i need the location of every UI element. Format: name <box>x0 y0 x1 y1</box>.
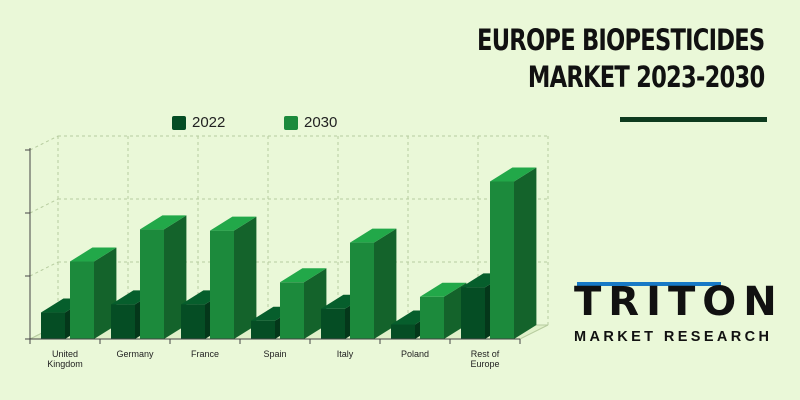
bar-side <box>234 216 257 339</box>
bar-2030 <box>420 296 444 339</box>
bar-top <box>490 167 537 182</box>
x-tick-label: Poland <box>401 349 429 359</box>
bar-top <box>210 216 257 231</box>
bar-side <box>164 215 187 339</box>
bar-2022 <box>41 312 65 339</box>
bar-top <box>140 215 187 230</box>
bar-side <box>304 268 327 339</box>
x-tick-label: Italy <box>337 349 354 359</box>
gridline-side <box>29 261 59 277</box>
x-tick-label: United Kingdom <box>47 349 83 369</box>
bar-2030 <box>140 229 164 339</box>
bar-top <box>70 247 117 262</box>
gridline-side <box>29 135 59 151</box>
triton-logo: TRITON MARKET RESEARCH <box>570 280 777 350</box>
bar-2022 <box>461 287 485 339</box>
bar-top <box>420 282 467 297</box>
bar-side <box>94 247 117 339</box>
legend-label-2022: 2022 <box>192 114 226 131</box>
logo-accent-bar <box>577 282 721 286</box>
bar-2030 <box>70 261 94 339</box>
legend-swatch-2030 <box>284 115 298 130</box>
logo-wordmark: TRITON <box>574 279 784 325</box>
x-tick-label: Rest of Europe <box>470 349 499 369</box>
gridline-side <box>29 198 59 214</box>
bar-2022 <box>321 308 345 339</box>
bar-top <box>280 268 327 283</box>
bar-2030 <box>280 282 304 339</box>
legend-item-2022: 2022 <box>172 114 225 131</box>
bar-2030 <box>210 230 234 339</box>
x-tick-label: Spain <box>263 349 286 359</box>
bar-2022 <box>391 324 415 339</box>
bar-top <box>350 228 397 243</box>
title-line-2: MARKET 2023-2030 <box>527 60 764 94</box>
bar-2022 <box>251 320 275 339</box>
title-underline <box>620 117 767 122</box>
bar-2022 <box>111 304 135 339</box>
x-tick-label: France <box>191 349 219 359</box>
bar-2022 <box>181 304 205 339</box>
legend-label-2030: 2030 <box>304 114 338 131</box>
bar-side <box>374 228 397 339</box>
title-line-1: EUROPE BIOPESTICIDES <box>476 23 765 57</box>
x-tick-label: Germany <box>116 349 154 359</box>
bar-2030 <box>490 181 514 339</box>
legend-swatch-2022 <box>172 115 186 130</box>
bar-2030 <box>350 242 374 339</box>
logo-tagline: MARKET RESEARCH <box>574 329 773 345</box>
legend-item-2030: 2030 <box>284 114 337 131</box>
bar-side <box>514 167 537 339</box>
bar-side <box>444 282 467 339</box>
chart-title: EUROPE BIOPESTICIDES MARKET 2023-2030 <box>476 22 765 96</box>
